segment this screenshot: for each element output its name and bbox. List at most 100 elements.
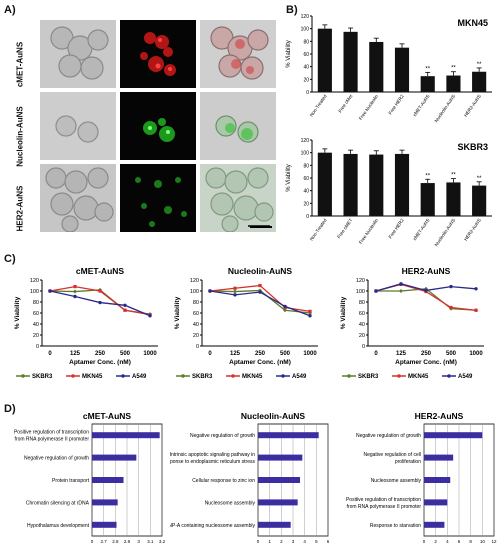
bar — [446, 182, 461, 216]
data-point — [208, 289, 212, 293]
category-label: Nucleolin-AuNS — [434, 94, 457, 123]
chart-title: Nucleolin-AuNS — [241, 411, 306, 421]
y-tick-label: 100 — [356, 289, 365, 295]
category-label: Negative regulation of growth — [24, 456, 89, 462]
x-tick-label: 250 — [255, 351, 266, 357]
legend-label: MKN45 — [408, 374, 429, 380]
x-tick-label: 3.1 — [147, 539, 154, 544]
x-tick-label: 125 — [396, 351, 407, 357]
y-axis-title: % Viability — [340, 296, 347, 329]
category-label: HER2-AuNS — [463, 218, 482, 242]
x-tick-label: 10 — [480, 539, 486, 544]
category-label: Response to starvation — [370, 523, 421, 529]
x-tick-label: 3 — [137, 539, 140, 544]
x-axis-title: Aptamer Conc. (nM) — [229, 359, 291, 366]
y-tick-label: 20 — [359, 333, 365, 339]
row-label-cmet: cMET-AuNS — [15, 41, 25, 88]
x-tick-label: 125 — [70, 351, 81, 357]
category-label: Negative regulation of cell — [363, 452, 421, 458]
x-tick-label: 6 — [327, 539, 330, 544]
y-tick-label: 80 — [359, 300, 365, 306]
bar — [472, 185, 487, 216]
data-point — [233, 293, 237, 297]
her2-line-chart: HER2-AuNS 0 20 40 60 80 100 120 0 125 250 500 1000 Ap… — [340, 266, 484, 380]
panel-a-label: A) — [4, 4, 16, 16]
category-label: Free HER2 — [388, 217, 406, 239]
bar — [258, 521, 291, 528]
x-tick-label: 2.9 — [124, 539, 131, 544]
y-tick-label: 20 — [193, 333, 199, 339]
cmet-merge-image — [200, 20, 276, 88]
data-point — [73, 285, 77, 289]
x-tick-label: 0 — [374, 351, 378, 357]
data-point — [308, 314, 312, 318]
significance-label: ** — [425, 66, 430, 72]
chart-title: cMET-AuNS — [83, 411, 132, 421]
y-axis-title: % Viability — [174, 296, 181, 329]
bar — [258, 454, 303, 461]
bar — [92, 521, 117, 528]
y-tick-label: 80 — [33, 300, 39, 306]
y-tick-label: 0 — [196, 344, 199, 350]
x-tick-label: 6 — [458, 539, 461, 544]
legend-marker — [121, 374, 125, 378]
data-point — [258, 290, 262, 294]
legend-marker — [231, 374, 235, 378]
x-tick-label: 0 — [423, 539, 426, 544]
x-tick-label: 125 — [230, 351, 241, 357]
y-tick-label: 100 — [190, 289, 199, 295]
category-label: Intrinsic apoptotic signaling pathway in — [170, 452, 255, 458]
her2-fluorescence-image — [120, 164, 196, 232]
data-point — [399, 282, 403, 286]
bar — [420, 183, 435, 216]
bar — [92, 454, 137, 461]
significance-label: ** — [477, 176, 482, 182]
y-axis-title: % Viability — [286, 40, 292, 68]
row-label-nucleolin: Nucleolin-AuNS — [15, 106, 25, 167]
category-label: Free cMET — [336, 218, 353, 240]
bar — [92, 477, 124, 483]
bar — [92, 432, 160, 439]
bar — [317, 28, 332, 93]
category-label: Nucleosome assembly — [205, 500, 256, 506]
data-point — [123, 308, 127, 312]
chart-title: HER2-AuNS — [402, 266, 451, 276]
x-tick-label: 500 — [446, 351, 457, 357]
x-tick-label: 0 — [257, 539, 260, 544]
y-tick-label: 0 — [306, 90, 309, 96]
data-point — [98, 289, 102, 293]
significance-label: ** — [425, 173, 430, 179]
bar — [369, 154, 384, 216]
category-label: Free cMet — [337, 93, 353, 113]
data-point — [148, 314, 152, 318]
legend-marker — [397, 374, 401, 378]
category-label: Free Nucleolin — [358, 217, 379, 244]
x-tick-label: 2.8 — [112, 539, 119, 544]
y-tick-label: 40 — [303, 65, 309, 71]
y-tick-label: 40 — [193, 322, 199, 328]
x-tick-label: 0 — [48, 351, 52, 357]
y-tick-label: 120 — [190, 278, 199, 284]
bar — [92, 499, 118, 506]
row-label-her2: HER2-AuNS — [15, 185, 25, 232]
legend-label: A549 — [458, 374, 473, 380]
x-tick-label: 2 — [280, 539, 283, 544]
x-tick-label: 2 — [434, 539, 437, 544]
chart-title: MKN45 — [457, 18, 488, 28]
y-tick-label: 0 — [362, 344, 365, 350]
panel-c-label: C) — [4, 253, 16, 265]
bar — [424, 499, 448, 506]
nucleolin-go-bar-chart: Nucleolin-AuNS 0 1 2 3 4 5 6 Negative regulation… — [170, 411, 330, 544]
bar — [446, 75, 461, 92]
legend-marker — [347, 374, 351, 378]
mkn45-bar-chart: 0 20 40 60 80 100 120 % Viability MKN45 Non-Treat… — [286, 14, 492, 123]
skbr3-bar-chart: 0 20 40 60 80 100 120 % Viability SKBR3 Non-Treat… — [286, 138, 492, 247]
panel-d-label: D) — [4, 403, 16, 415]
bar — [258, 432, 319, 439]
chart-title: cMET-AuNS — [76, 266, 125, 276]
y-tick-label: 20 — [33, 333, 39, 339]
category-label: Free Nucleolin — [358, 93, 379, 120]
y-tick-label: 100 — [301, 151, 310, 157]
chart-title: Nucleolin-AuNS — [228, 266, 293, 276]
bar — [394, 153, 410, 216]
